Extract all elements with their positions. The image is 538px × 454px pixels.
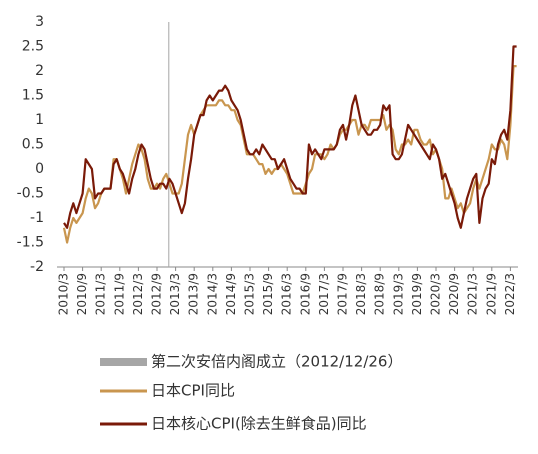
x-tick-label: 2021/9 xyxy=(484,273,498,315)
series-line xyxy=(63,45,517,229)
y-tick-label: -2 xyxy=(30,259,44,275)
x-tick-label: 2019/9 xyxy=(410,273,424,315)
y-tick-label: 1.5 xyxy=(22,88,44,104)
y-tick-label: 0.5 xyxy=(22,137,44,153)
y-tick-label: 1 xyxy=(35,112,44,128)
x-tick-label: 2012/9 xyxy=(150,273,164,315)
legend-label: 第二次安倍内阁成立（2012/12/26） xyxy=(151,353,402,371)
y-tick-label: -1 xyxy=(30,210,44,226)
y-tick-label: -0.5 xyxy=(17,186,44,202)
x-tick-label: 2020/3 xyxy=(429,273,443,315)
x-tick-label: 2010/9 xyxy=(75,273,89,315)
x-tick-label: 2014/3 xyxy=(205,273,219,315)
legend-label: 日本CPI同比 xyxy=(151,382,235,400)
x-tick-label: 2013/3 xyxy=(168,273,182,315)
series-line xyxy=(62,65,517,244)
x-tick-label: 2016/9 xyxy=(298,273,312,315)
x-tick-label: 2019/3 xyxy=(391,273,405,315)
x-tick-label: 2018/3 xyxy=(354,273,368,315)
x-tick-label: 2018/9 xyxy=(373,273,387,315)
y-tick-label: 2 xyxy=(35,63,44,79)
x-tick-label: 2017/3 xyxy=(317,273,331,315)
x-tick-label: 2015/9 xyxy=(261,273,275,315)
x-tick-label: 2021/3 xyxy=(466,273,480,315)
y-tick-label: 2.5 xyxy=(22,39,44,55)
x-tick-label: 2020/9 xyxy=(447,273,461,315)
x-tick-label: 2011/3 xyxy=(94,273,108,315)
x-tick-label: 2013/9 xyxy=(187,273,201,315)
y-tick-label: 0 xyxy=(35,161,44,177)
x-tick-label: 2015/3 xyxy=(243,273,257,315)
y-tick-label: 3 xyxy=(35,14,44,30)
y-tick-label: -1.5 xyxy=(17,235,44,251)
x-tick-label: 2022/3 xyxy=(503,273,517,315)
x-tick-label: 2012/3 xyxy=(131,273,145,315)
x-tick-label: 2014/9 xyxy=(224,273,238,315)
x-tick-label: 2010/3 xyxy=(57,273,71,315)
legend-label: 日本核心CPI(除去生鲜食品)同比 xyxy=(151,415,367,433)
legend-swatch xyxy=(100,358,147,366)
x-tick-label: 2016/3 xyxy=(280,273,294,315)
x-tick-label: 2011/9 xyxy=(112,273,126,315)
x-tick-label: 2017/9 xyxy=(336,273,350,315)
